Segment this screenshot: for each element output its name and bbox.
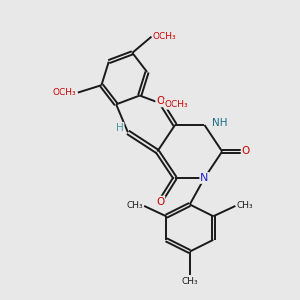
Text: CH₃: CH₃: [182, 277, 198, 286]
Text: OCH₃: OCH₃: [165, 100, 188, 109]
Text: O: O: [156, 96, 164, 106]
Text: H: H: [116, 123, 124, 133]
Text: O: O: [156, 196, 164, 206]
Text: CH₃: CH₃: [126, 201, 142, 210]
Text: N: N: [200, 173, 209, 183]
Text: O: O: [242, 146, 250, 157]
Text: OCH₃: OCH₃: [53, 88, 76, 97]
Text: NH: NH: [212, 118, 227, 128]
Text: OCH₃: OCH₃: [153, 32, 177, 41]
Text: CH₃: CH₃: [237, 201, 253, 210]
